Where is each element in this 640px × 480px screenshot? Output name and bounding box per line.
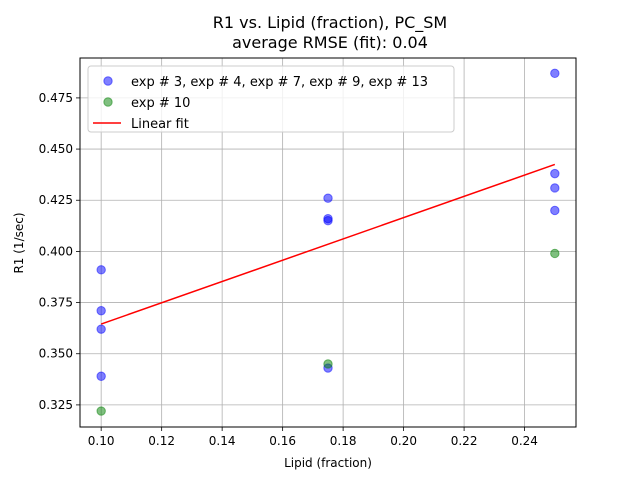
scatter-point-series-1 [323,359,333,369]
x-tick-label: 0.12 [148,434,175,448]
scatter-point-series-0 [96,371,106,381]
x-tick-label: 0.24 [511,434,538,448]
x-tick-label: 0.20 [390,434,417,448]
scatter-point-series-0 [550,168,560,179]
x-tick-label: 0.10 [88,434,115,448]
scatter-point-series-0 [96,324,106,334]
linear-fit-line [100,163,556,325]
legend-label-0: exp # 3, exp # 4, exp # 7, exp # 9, exp … [131,75,428,90]
x-axis: 0.10 0.12 0.14 0.16 0.18 0.20 0.22 0.24 [88,427,538,448]
y-tick-label: 0.450 [39,142,73,156]
scatter-point-series-0 [550,205,560,216]
chart-title-line-1: R1 vs. Lipid (fraction), PC_SM [213,13,447,33]
legend-marker-1 [103,97,113,107]
y-tick-label: 0.475 [39,91,73,105]
y-axis-label: R1 (1/sec) [12,212,26,273]
x-tick-label: 0.16 [269,434,296,448]
y-axis: 0.325 0.350 0.375 0.400 0.425 0.450 0.475 [39,91,80,412]
scatter-point-series-0 [323,216,333,226]
scatter-point-series-1 [96,406,106,416]
y-tick-label: 0.325 [39,398,73,412]
legend-box [87,65,455,133]
x-axis-label: Lipid (fraction) [284,456,372,470]
x-tick-label: 0.14 [209,434,236,448]
legend: exp # 3, exp # 4, exp # 7, exp # 9, exp … [87,65,455,133]
legend-label-1: exp # 10 [131,96,190,111]
y-tick-label: 0.425 [39,193,73,207]
y-tick-label: 0.350 [39,347,73,361]
scatter-point-series-0 [96,265,106,275]
y-tick-label: 0.375 [39,296,73,310]
legend-marker-0 [103,76,113,86]
x-tick-label: 0.18 [330,434,357,448]
axes-frame [79,57,577,428]
scatter-point-series-0 [96,306,106,316]
y-tick-label: 0.400 [39,244,73,258]
plot-content [96,68,560,416]
x-tick-label: 0.22 [451,434,478,448]
scatter-point-series-0 [323,193,333,203]
scatter-point-series-1 [550,248,560,259]
legend-label-2: Linear fit [131,117,189,132]
scatter-point-series-0 [550,183,560,193]
scatter-point-series-0 [550,68,560,79]
chart-title-line-2: average RMSE (fit): 0.04 [232,33,428,52]
